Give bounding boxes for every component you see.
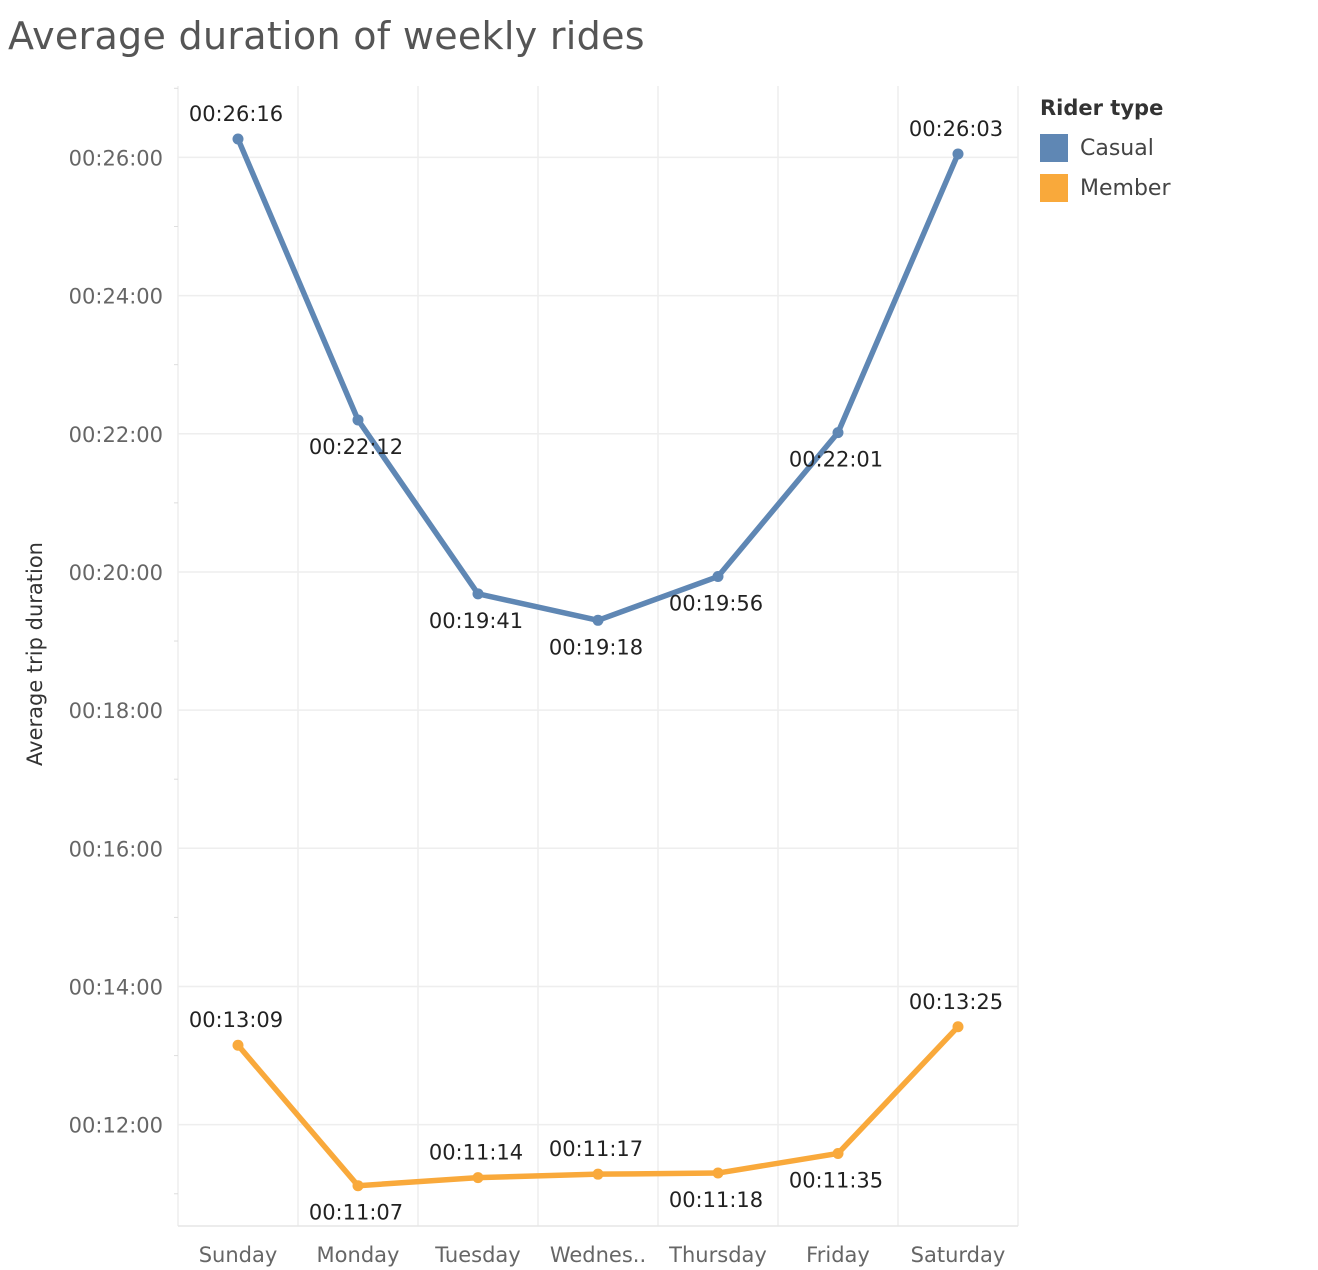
y-tick-label: 00:20:00 xyxy=(69,561,163,585)
data-label-member: 00:13:09 xyxy=(189,1008,283,1032)
series-line-casual xyxy=(235,136,961,624)
legend-label-member: Member xyxy=(1080,175,1171,201)
y-tick-label: 00:22:00 xyxy=(69,423,163,447)
data-point-member[interactable] xyxy=(592,1168,604,1180)
data-point-casual[interactable] xyxy=(352,414,364,426)
data-label-casual: 00:22:12 xyxy=(309,435,403,459)
legend-title: Rider type xyxy=(1040,96,1164,120)
gridlines xyxy=(177,86,1019,1226)
data-point-casual[interactable] xyxy=(232,133,244,145)
data-point-casual[interactable] xyxy=(832,427,844,439)
data-label-casual: 00:19:41 xyxy=(429,609,523,633)
x-tick-label: Monday xyxy=(317,1243,400,1267)
data-point-casual[interactable] xyxy=(472,588,484,600)
x-tick-label: Saturday xyxy=(911,1243,1006,1267)
data-label-member: 00:11:35 xyxy=(789,1168,883,1192)
data-label-casual: 00:19:18 xyxy=(549,635,643,659)
data-label-casual: 00:26:16 xyxy=(189,102,283,126)
axes: 00:12:00 00:14:00 00:16:00 00:18:00 00:20:00… xyxy=(69,87,1018,1267)
data-point-member[interactable] xyxy=(232,1039,244,1051)
data-point-casual[interactable] xyxy=(712,571,724,583)
data-labels: 00:26:16 00:22:12 00:19:41 00:19:18 00:19:56… xyxy=(189,102,1003,1225)
chart-title: Average duration of weekly rides xyxy=(8,14,645,58)
legend-swatch-member xyxy=(1040,174,1068,202)
legend-item-member[interactable]: Member xyxy=(1040,168,1171,208)
x-tick-label: Friday xyxy=(806,1243,870,1267)
x-tick-label: Tuesday xyxy=(434,1243,520,1267)
data-point-casual[interactable] xyxy=(592,614,604,626)
data-label-member: 00:11:17 xyxy=(549,1137,643,1161)
series-line-member xyxy=(235,1024,961,1189)
legend-label-casual: Casual xyxy=(1080,135,1154,161)
data-point-member[interactable] xyxy=(472,1172,484,1184)
x-tick-label: Sunday xyxy=(199,1243,278,1267)
data-label-casual: 00:26:03 xyxy=(909,117,1003,141)
data-label-casual: 00:22:01 xyxy=(789,448,883,472)
data-label-member: 00:11:14 xyxy=(429,1141,523,1165)
data-label-member: 00:11:18 xyxy=(669,1188,763,1212)
legend-swatch-casual xyxy=(1040,134,1068,162)
legend-item-casual[interactable]: Casual xyxy=(1040,128,1171,168)
data-point-casual[interactable] xyxy=(952,148,964,160)
data-point-member[interactable] xyxy=(952,1021,964,1033)
legend: Rider type Casual Member xyxy=(1040,96,1171,208)
y-tick-label: 00:16:00 xyxy=(69,837,163,861)
y-tick-label: 00:12:00 xyxy=(69,1114,163,1138)
y-tick-label: 00:18:00 xyxy=(69,699,163,723)
y-axis-label: Average trip duration xyxy=(23,542,47,766)
series xyxy=(232,133,964,1192)
data-point-member[interactable] xyxy=(352,1180,364,1192)
data-label-member: 00:11:07 xyxy=(309,1201,403,1225)
data-label-casual: 00:19:56 xyxy=(669,592,763,616)
data-point-member[interactable] xyxy=(832,1147,844,1159)
y-tick-label: 00:24:00 xyxy=(69,285,163,309)
data-point-member[interactable] xyxy=(712,1167,724,1179)
data-label-member: 00:13:25 xyxy=(909,990,1003,1014)
y-tick-label: 00:26:00 xyxy=(69,146,163,170)
x-tick-label: Wednes.. xyxy=(550,1243,646,1267)
x-tick-label: Thursday xyxy=(668,1243,767,1267)
y-tick-label: 00:14:00 xyxy=(69,975,163,999)
